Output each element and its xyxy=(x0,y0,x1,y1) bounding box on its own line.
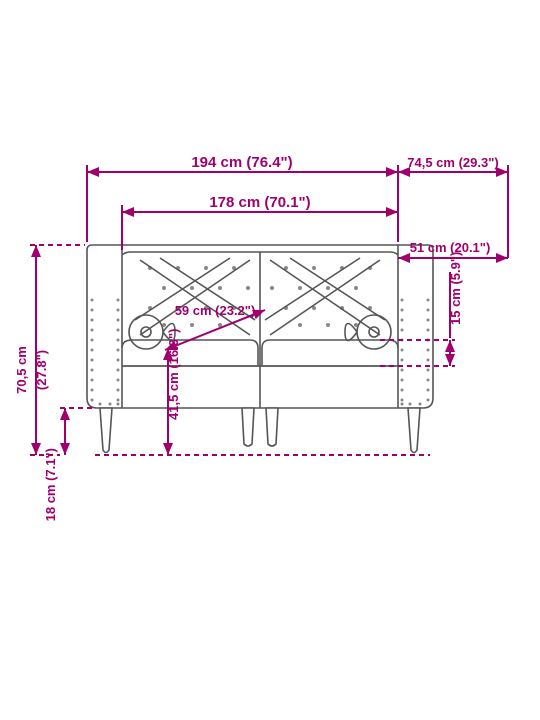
label-leg-h: 18 cm (7.1") xyxy=(43,448,58,521)
sofa xyxy=(87,245,433,453)
dim-cushion-h: 15 cm (5.9") xyxy=(380,252,463,366)
dim-width-inner: 178 cm (70.1") xyxy=(122,194,398,250)
label-total-h-cm: 70,5 cm xyxy=(14,346,29,394)
label-depth: 74,5 cm (29.3") xyxy=(407,155,498,170)
label-seat-h: 41,5 cm (16.3") xyxy=(166,329,181,420)
dimension-drawing: 194 cm (76.4") 74,5 cm (29.3") 178 cm (7… xyxy=(0,0,540,720)
label-width-inner: 178 cm (70.1") xyxy=(209,194,310,211)
label-width-total: 194 cm (76.4") xyxy=(191,154,292,171)
label-seat-inner: 59 cm (23.2") xyxy=(175,303,256,318)
label-total-h-in: (27.8") xyxy=(34,350,49,390)
dim-total-h: 70,5 cm (27.8") xyxy=(14,245,85,455)
dim-leg-h: 18 cm (7.1") xyxy=(43,408,95,521)
label-cushion-h: 15 cm (5.9") xyxy=(448,252,463,325)
